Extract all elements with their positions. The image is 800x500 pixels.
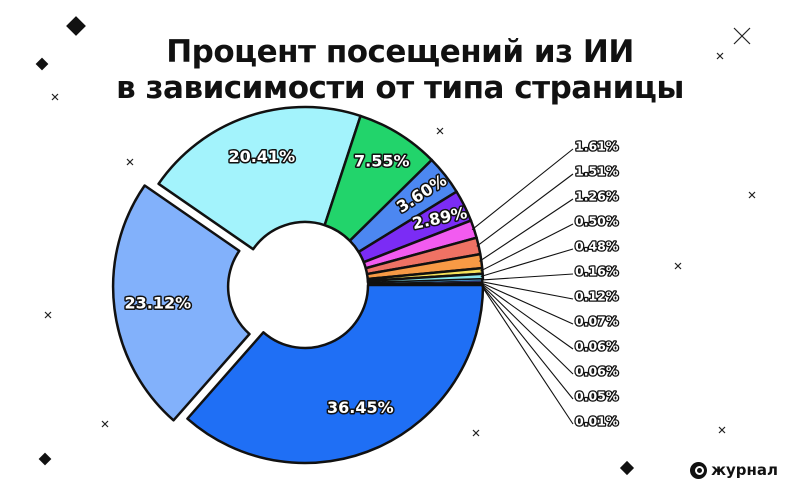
sparkle-decoration [733, 27, 751, 45]
leader-line [480, 281, 574, 300]
callout-value-label: 0.05% [575, 389, 619, 404]
leader-line [480, 282, 574, 325]
leader-line [480, 273, 574, 281]
sparkle-decoration [436, 127, 444, 135]
callout-value-label: 0.06% [575, 364, 619, 379]
leader-line [480, 284, 574, 425]
callout-value-label: 1.61% [575, 139, 619, 154]
sparkle-decoration [126, 158, 134, 166]
sparkle-decoration [101, 420, 109, 428]
sparkle-decoration [718, 426, 726, 434]
callout-value-label: 0.01% [575, 414, 619, 429]
callout-value-label: 0.50% [575, 214, 619, 229]
leader-line [480, 223, 574, 272]
sparkle-decoration [748, 191, 756, 199]
leader-line [480, 282, 574, 350]
leader-lines [471, 148, 574, 425]
donut-slice [186, 283, 485, 465]
sparkle-decoration [44, 311, 52, 319]
callout-value-label: 1.26% [575, 189, 619, 204]
diamond-decoration [35, 57, 49, 71]
sparkle-decoration [51, 93, 59, 101]
callout-value-label: 0.07% [575, 314, 619, 329]
leader-line [471, 148, 574, 231]
leader-line [480, 283, 574, 375]
diamond-decoration [38, 452, 52, 466]
decorations [35, 16, 756, 476]
diamond-decoration [66, 16, 86, 36]
donut-slices [111, 105, 485, 465]
donut-slice [111, 184, 251, 422]
slice-value-label: 7.55% [354, 152, 410, 171]
sparkle-decoration [472, 429, 480, 437]
chart-title-line-2: в зависимости от типа страницы [116, 70, 684, 106]
callout-value-label: 1.51% [575, 164, 619, 179]
callout-labels: 1.61% 1.51% 1.26% 0.50% 0.48% 0.16% 0.12% 0.07%… [574, 137, 620, 430]
callout-value-label: 0.12% [575, 289, 619, 304]
leader-line [476, 173, 574, 247]
brand-icon [690, 461, 708, 479]
callout-value-label: 0.06% [575, 339, 619, 354]
callout-value-label: 0.48% [575, 239, 619, 254]
leader-line [480, 284, 574, 400]
callout-value-label: 0.16% [575, 264, 619, 279]
sparkle-decoration [674, 262, 682, 270]
leader-line [479, 198, 574, 262]
diamond-decoration [619, 460, 635, 476]
slice-value-label: 36.45% [327, 398, 394, 417]
slice-value-label: 23.12% [124, 294, 191, 313]
slice-value-label: 20.41% [229, 147, 296, 166]
chart-title-line-1: Процент посещений из ИИ [166, 34, 634, 70]
sparkle-decoration [716, 52, 724, 60]
brand-name: журнал [711, 461, 778, 479]
brand-logo: журнал [690, 461, 778, 479]
donut-slice [157, 105, 362, 251]
leader-line [480, 248, 574, 278]
